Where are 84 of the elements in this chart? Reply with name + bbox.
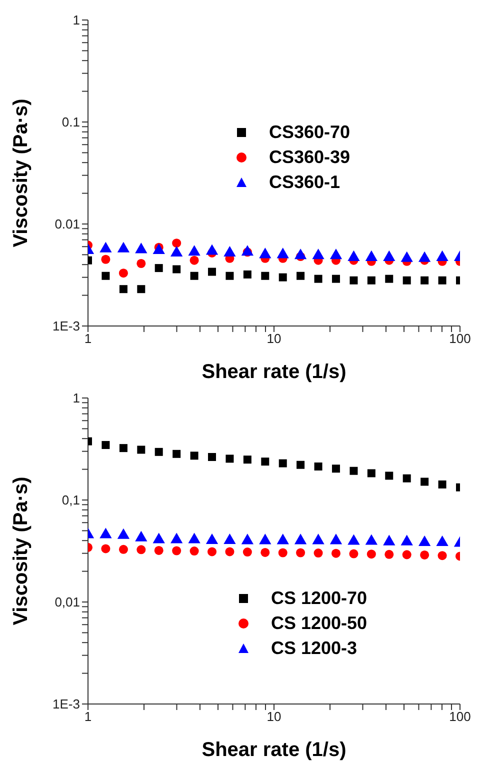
point [190,546,199,556]
point [385,472,394,480]
y-tick-label: 0.1 [62,114,80,130]
point [402,474,411,482]
point [259,534,272,544]
y-tick-label: 0,01 [54,594,80,610]
point [276,534,289,544]
y-tick-label: 1 [72,12,80,28]
x-tick-label: 1 [84,709,92,724]
point [170,532,183,544]
legend-label: CS360-39 [269,146,350,169]
point [436,535,448,546]
y-tick-label: 1E-3 [52,696,80,712]
y-axis-title: Viscosity (Pa·s) [10,476,32,626]
point [137,446,146,454]
point [438,551,447,560]
point [154,546,164,555]
point [294,534,307,544]
point [118,544,128,554]
legend-label: CS360-70 [269,121,350,144]
point [190,452,198,460]
x-tick-label: 100 [449,331,471,346]
y-tick-label: 0.01 [54,216,80,232]
point [241,534,254,544]
point [278,459,287,468]
y-axis-title: Viscosity (Pa·s) [10,98,32,248]
point [332,464,340,473]
point [402,550,412,560]
point [208,452,216,461]
point [101,544,110,554]
point [400,534,413,546]
point [172,450,181,458]
x-tick-label: 10 [266,331,282,346]
legend-label: CS360-1 [269,171,340,194]
point [350,466,358,475]
point [224,533,236,544]
legend-label: CS 1200-3 [271,637,358,660]
point [314,548,323,558]
legend-label: CS 1200-70 [271,587,368,610]
point [136,545,146,554]
y-tick-label: 1E-3 [52,318,80,334]
point [418,535,431,546]
point [348,534,360,545]
point [242,548,252,557]
point [154,448,163,456]
point [349,549,358,558]
point [261,458,270,466]
point [260,548,270,557]
point [243,456,252,464]
point [366,550,376,559]
legend-label: CS 1200-50 [271,612,368,635]
point [226,454,234,463]
y-tick-label: 1 [72,390,80,406]
point [188,532,200,544]
point [225,547,234,556]
point [135,530,148,542]
point [420,478,429,486]
point [312,534,324,544]
point [314,462,322,471]
x-axis-title: Shear rate (1/s) [202,739,346,761]
x-tick-label: 100 [449,709,471,724]
point [119,444,128,452]
point [207,547,217,556]
point [117,528,130,539]
point [367,469,376,478]
point [384,550,394,559]
x-tick-label: 1 [84,331,92,346]
point [331,548,340,558]
point [383,534,396,546]
point [206,533,218,544]
point [420,550,430,560]
point [278,548,288,558]
point [438,480,446,488]
point [330,534,342,544]
x-axis-title: Shear rate (1/s) [202,361,346,383]
x-tick-label: 10 [266,709,282,724]
point [152,532,165,544]
point [365,534,378,545]
y-tick-label: 0,1 [62,492,80,508]
point [172,546,182,556]
point [296,460,305,469]
point [102,441,110,450]
point [100,528,112,538]
point [296,548,306,558]
